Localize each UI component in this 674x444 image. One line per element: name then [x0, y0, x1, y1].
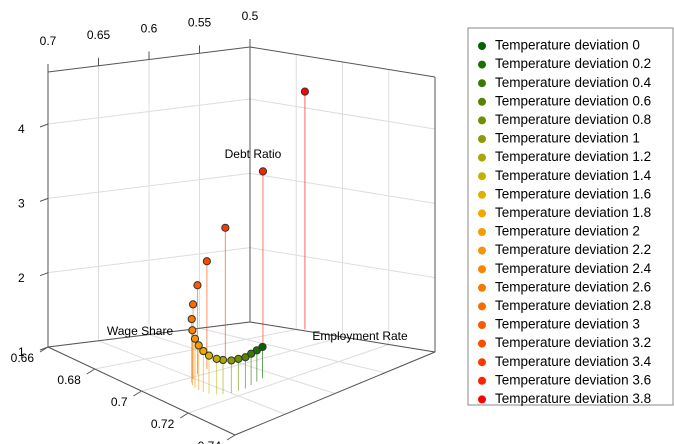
- legend-swatch: [478, 302, 486, 311]
- point: [190, 334, 200, 343]
- grid-line: [47, 98, 251, 125]
- point: [194, 341, 203, 350]
- legend-swatch: [478, 116, 486, 125]
- point: [234, 354, 243, 363]
- y-tick-label: 0.5: [242, 9, 259, 23]
- y-axis-label: Employment Rate: [312, 329, 408, 343]
- point: [204, 351, 214, 360]
- legend-label: Temperature deviation 3.4: [495, 354, 652, 369]
- point: [227, 356, 236, 365]
- legend-swatch: [478, 358, 486, 367]
- legend-swatch: [478, 153, 486, 162]
- legend-swatch: [478, 376, 486, 385]
- tick-mark: [39, 272, 49, 277]
- tick-mark: [39, 197, 49, 202]
- x-tick-label: 0.66: [11, 351, 35, 365]
- legend-label: Temperature deviation 1.4: [495, 168, 652, 183]
- legend-label: Temperature deviation 0.2: [495, 56, 651, 71]
- legend-label: Temperature deviation 3.2: [495, 335, 651, 350]
- z-tick-label: 2: [18, 271, 25, 285]
- x-tick-label: 0.72: [151, 417, 175, 431]
- legend-swatch: [478, 321, 486, 329]
- grid-line: [148, 334, 336, 394]
- legend-swatch: [478, 246, 486, 255]
- grid-line: [249, 247, 436, 279]
- legend-swatch: [478, 172, 486, 181]
- box-edge: [249, 321, 436, 353]
- legend-swatch: [478, 339, 486, 348]
- point: [202, 257, 211, 266]
- legend-label: Temperature deviation 0.6: [495, 93, 651, 108]
- tick-mark: [179, 412, 189, 419]
- grid-line: [249, 172, 436, 204]
- legend-label: Temperature deviation 1.6: [495, 186, 651, 201]
- x-tick-label: 0.74: [198, 439, 222, 444]
- point: [212, 354, 221, 363]
- legend-swatch: [478, 79, 486, 88]
- y-tick-label: 0.55: [188, 15, 212, 29]
- legend-label: Temperature deviation 3.8: [495, 391, 651, 406]
- legend-label: Temperature deviation 2.8: [495, 298, 651, 313]
- legend-swatch: [478, 283, 486, 292]
- legend-label: Temperature deviation 1: [495, 131, 640, 146]
- point: [300, 87, 310, 96]
- point: [187, 314, 196, 324]
- x-tick-label: 0.7: [111, 395, 128, 409]
- grid-line: [47, 172, 251, 199]
- legend-label: Temperature deviation 2.4: [495, 261, 652, 276]
- box-edge: [47, 321, 251, 348]
- legend-label: Temperature deviation 0.8: [495, 112, 651, 127]
- tick-mark: [39, 346, 49, 351]
- legend: Temperature deviation 0 Temperature devia…: [478, 38, 652, 406]
- point: [221, 223, 230, 232]
- z-axis-label: Debt Ratio: [225, 147, 282, 161]
- legend-swatch: [478, 42, 486, 50]
- legend-label: Temperature deviation 1.2: [495, 149, 651, 164]
- legend-swatch: [478, 265, 486, 274]
- tick-mark: [39, 123, 49, 128]
- y-tick-label: 0.7: [40, 34, 57, 48]
- box-edge: [249, 46, 436, 78]
- legend-label: Temperature deviation 0: [495, 38, 640, 53]
- point: [188, 326, 197, 335]
- legend-label: Temperature deviation 3.6: [495, 372, 651, 387]
- box-edge: [234, 351, 436, 436]
- z-tick-label: 4: [18, 122, 25, 136]
- legend-label: Temperature deviation 0.4: [495, 75, 652, 90]
- tick-mark: [226, 434, 236, 441]
- legend-label: Temperature deviation 2: [495, 224, 640, 239]
- z-tick-label: 3: [18, 197, 25, 211]
- grid-line: [249, 98, 436, 130]
- point: [193, 281, 202, 290]
- tick-mark: [133, 390, 142, 397]
- legend-swatch: [478, 190, 486, 199]
- legend-swatch: [478, 60, 486, 69]
- grid-line: [47, 247, 251, 274]
- legend-label: Temperature deviation 3: [495, 317, 640, 332]
- legend-label: Temperature deviation 1.8: [495, 205, 651, 220]
- grid-line: [199, 327, 386, 374]
- legend-label: Temperature deviation 2.6: [495, 279, 651, 294]
- point: [258, 167, 268, 176]
- legend-swatch: [478, 395, 486, 404]
- legend-box: [467, 27, 674, 406]
- legend-swatch: [478, 209, 486, 218]
- point: [188, 300, 198, 309]
- z-tick-label: 1: [18, 345, 25, 359]
- legend-swatch: [478, 97, 486, 106]
- point: [199, 346, 208, 356]
- tick-mark: [86, 368, 96, 375]
- point: [241, 353, 250, 362]
- legend-swatch: [478, 228, 486, 236]
- legend-label: Temperature deviation 2.2: [495, 242, 651, 257]
- x-tick-label: 0.68: [57, 373, 81, 387]
- legend-swatch: [478, 135, 486, 143]
- x-axis-label: Wage Share: [107, 324, 174, 338]
- y-tick-label: 0.6: [141, 22, 158, 36]
- y-tick-label: 0.65: [87, 28, 111, 42]
